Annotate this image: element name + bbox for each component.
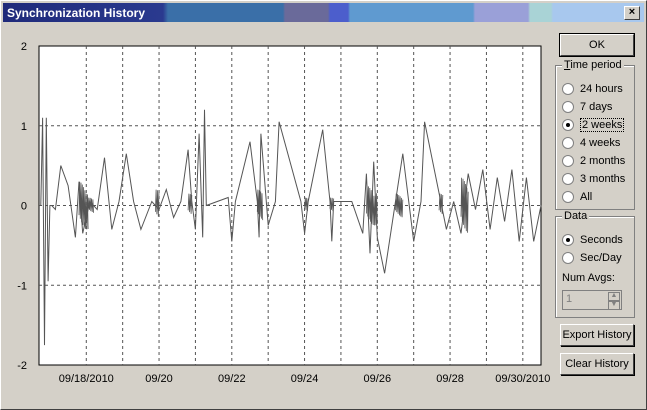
data-type-option-label: Seconds: [580, 234, 623, 246]
time-period-option-label: 24 hours: [580, 83, 623, 95]
x-tick-label: 09/18/2010: [59, 373, 114, 385]
time-period-option-label: 7 days: [580, 101, 613, 113]
series-noise: [187, 193, 193, 214]
time-period-option[interactable]: 24 hours: [562, 82, 623, 96]
close-button[interactable]: ×: [624, 6, 640, 20]
x-tick-label: 09/20: [145, 373, 173, 385]
series-noise: [329, 197, 335, 212]
series-noise: [87, 197, 94, 213]
time-period-option-label: All: [580, 191, 593, 203]
radio-button-icon[interactable]: [562, 83, 574, 95]
series-noise: [256, 189, 264, 221]
window-title: Synchronization History: [7, 6, 146, 20]
num-avgs-value: 1: [566, 293, 573, 305]
export-history-button[interactable]: Export History: [560, 324, 634, 346]
series-noise: [438, 193, 444, 214]
radio-button-icon[interactable]: [562, 191, 574, 203]
time-period-option[interactable]: 4 weeks: [562, 136, 620, 150]
y-tick-label: 2: [21, 41, 27, 53]
data-group-label: Data: [562, 210, 590, 222]
data-type-option[interactable]: Sec/Day: [562, 251, 622, 265]
series-noise: [366, 185, 378, 226]
time-period-option[interactable]: 2 weeks: [562, 118, 625, 132]
radio-button-icon[interactable]: [562, 137, 574, 149]
time-period-group: Time period 24 hours 7 days 2 weeks 4 weeks…: [555, 59, 635, 210]
radio-button-icon[interactable]: [562, 101, 574, 113]
num-avgs-label: Num Avgs:: [562, 272, 615, 284]
series-noise: [304, 197, 309, 212]
series-noise: [460, 177, 469, 233]
y-tick-label: -2: [17, 360, 27, 372]
time-period-option-label: 4 weeks: [580, 137, 621, 149]
time-period-option[interactable]: All: [562, 190, 592, 204]
time-period-option[interactable]: 3 months: [562, 172, 625, 186]
x-tick-label: 09/22: [218, 373, 246, 385]
time-period-label: Time period: [562, 59, 624, 71]
radio-button-icon[interactable]: [562, 234, 574, 246]
time-period-option-label: 2 weeks: [580, 118, 625, 132]
clear-history-button[interactable]: Clear History: [560, 353, 634, 375]
time-period-option-label: 2 months: [580, 155, 626, 167]
radio-button-icon[interactable]: [562, 252, 574, 264]
title-bar: Synchronization History ×: [3, 3, 644, 22]
history-chart: 2 1 0 -1 -2 09/18/2010 09/20 09/22 09/24 09/26 09/…: [6, 29, 551, 394]
time-period-option[interactable]: 7 days: [562, 100, 612, 114]
y-tick-label: 1: [21, 121, 27, 133]
series-noise: [78, 181, 89, 230]
data-type-option[interactable]: Seconds: [562, 233, 623, 247]
radio-button-icon[interactable]: [562, 155, 574, 167]
x-tick-label: 09/24: [291, 373, 319, 385]
time-period-option[interactable]: 2 months: [562, 154, 625, 168]
radio-button-icon[interactable]: [562, 119, 574, 131]
data-group: Data Seconds Sec/Day Num Avgs: 1 ▲ ▼: [555, 210, 635, 318]
series-noise: [155, 189, 160, 217]
num-avgs-spinner[interactable]: 1 ▲ ▼: [562, 290, 622, 310]
spin-down-icon[interactable]: ▼: [608, 301, 620, 310]
series-noise: [395, 193, 404, 218]
ok-button[interactable]: OK: [559, 33, 635, 57]
y-tick-label: -1: [17, 280, 27, 292]
spin-up-icon[interactable]: ▲: [608, 292, 620, 301]
data-type-option-label: Sec/Day: [580, 252, 622, 264]
x-tick-label: 09/30/2010: [495, 373, 550, 385]
radio-button-icon[interactable]: [562, 173, 574, 185]
x-tick-label: 09/28: [436, 373, 464, 385]
time-period-option-label: 3 months: [580, 173, 626, 185]
y-tick-label: 0: [21, 201, 27, 213]
x-tick-label: 09/26: [364, 373, 392, 385]
chart-svg: 2 1 0 -1 -2 09/18/2010 09/20 09/22 09/24 09/26 09/…: [17, 41, 550, 385]
